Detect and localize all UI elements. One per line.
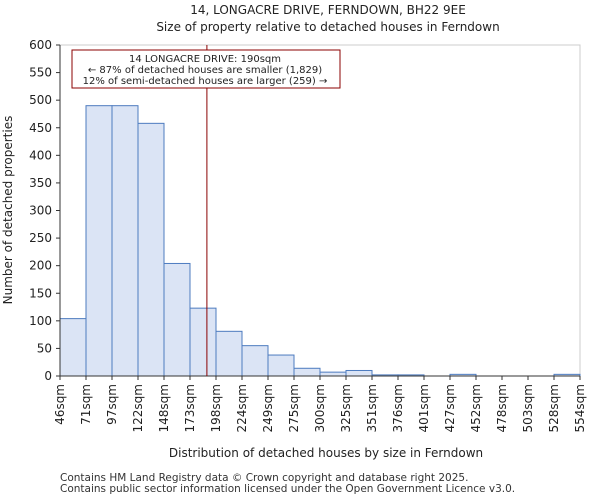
footer-licence: Contains public sector information licen… xyxy=(60,483,516,495)
bar-46sqm xyxy=(59,318,87,377)
y-tick-0: 0 xyxy=(44,369,52,383)
y-tick-600: 600 xyxy=(29,38,52,52)
bar-122sqm xyxy=(137,122,165,377)
x-tick-478sqm: 478sqm xyxy=(495,384,509,432)
x-tick-503sqm: 503sqm xyxy=(521,384,535,432)
y-tick-150: 150 xyxy=(29,286,52,300)
x-tick-325sqm: 325sqm xyxy=(339,384,353,432)
annotation-box xyxy=(71,49,341,89)
y-tick-250: 250 xyxy=(29,231,52,245)
x-tick-275sqm: 275sqm xyxy=(287,384,301,432)
x-tick-71sqm: 71sqm xyxy=(79,384,93,425)
y-tick-50: 50 xyxy=(37,341,52,355)
y-tick-100: 100 xyxy=(29,314,52,328)
x-tick-labels: 46sqm 71sqm 97sqm 122sqm 148sqm 173sqm 198sqm 2… xyxy=(53,376,587,432)
property-marker: 14 LONGACRE DRIVE: 190sqm← 87% of detach… xyxy=(71,45,341,376)
bar-300sqm xyxy=(319,371,347,377)
bar-198sqm xyxy=(215,330,243,377)
annotation-line-3: 12% of semi-detached houses are larger (… xyxy=(83,76,328,87)
y-tick-350: 350 xyxy=(29,176,52,190)
x-tick-528sqm: 528sqm xyxy=(547,384,561,432)
x-tick-376sqm: 376sqm xyxy=(391,384,405,432)
bar-71sqm xyxy=(85,105,113,377)
x-tick-148sqm: 148sqm xyxy=(157,384,171,432)
y-tick-500: 500 xyxy=(29,93,52,107)
y-tick-550: 550 xyxy=(29,66,52,80)
y-tick-400: 400 xyxy=(29,148,52,162)
bar-325sqm xyxy=(345,369,373,377)
bar-173sqm xyxy=(189,307,217,377)
x-tick-46sqm: 46sqm xyxy=(53,384,67,425)
bar-249sqm xyxy=(267,354,295,377)
y-tick-450: 450 xyxy=(29,121,52,135)
x-tick-249sqm: 249sqm xyxy=(261,384,275,432)
x-tick-351sqm: 351sqm xyxy=(365,384,379,432)
x-tick-401sqm: 401sqm xyxy=(417,384,431,432)
x-tick-122sqm: 122sqm xyxy=(131,384,145,432)
bar-97sqm xyxy=(111,105,139,377)
bar-148sqm xyxy=(163,262,191,377)
y-tick-200: 200 xyxy=(29,259,52,273)
x-tick-300sqm: 300sqm xyxy=(313,384,327,432)
chart-title: 14, LONGACRE DRIVE, FERNDOWN, BH22 9EE xyxy=(190,3,466,17)
x-tick-452sqm: 452sqm xyxy=(469,384,483,432)
x-tick-173sqm: 173sqm xyxy=(183,384,197,432)
annotation-line-2: ← 87% of detached houses are smaller (1,… xyxy=(88,65,322,76)
y-axis-label: Number of detached properties xyxy=(1,116,15,305)
bar-275sqm xyxy=(293,367,321,377)
footer-copyright: Contains HM Land Registry data © Crown c… xyxy=(60,472,469,484)
x-tick-427sqm: 427sqm xyxy=(443,384,457,432)
x-axis-label: Distribution of detached houses by size … xyxy=(169,446,483,460)
bar-224sqm xyxy=(241,345,269,377)
bars xyxy=(59,105,581,377)
chart-subtitle: Size of property relative to detached ho… xyxy=(156,20,499,34)
x-tick-97sqm: 97sqm xyxy=(105,384,119,425)
y-tick-labels: 0 50 100 150 200 250 300 350 400 450 500 550 600 xyxy=(29,38,60,383)
x-tick-198sqm: 198sqm xyxy=(209,384,223,432)
y-tick-300: 300 xyxy=(29,204,52,218)
x-tick-224sqm: 224sqm xyxy=(235,384,249,432)
x-tick-554sqm: 554sqm xyxy=(573,384,587,432)
annotation-line-1: 14 LONGACRE DRIVE: 190sqm xyxy=(129,54,281,65)
